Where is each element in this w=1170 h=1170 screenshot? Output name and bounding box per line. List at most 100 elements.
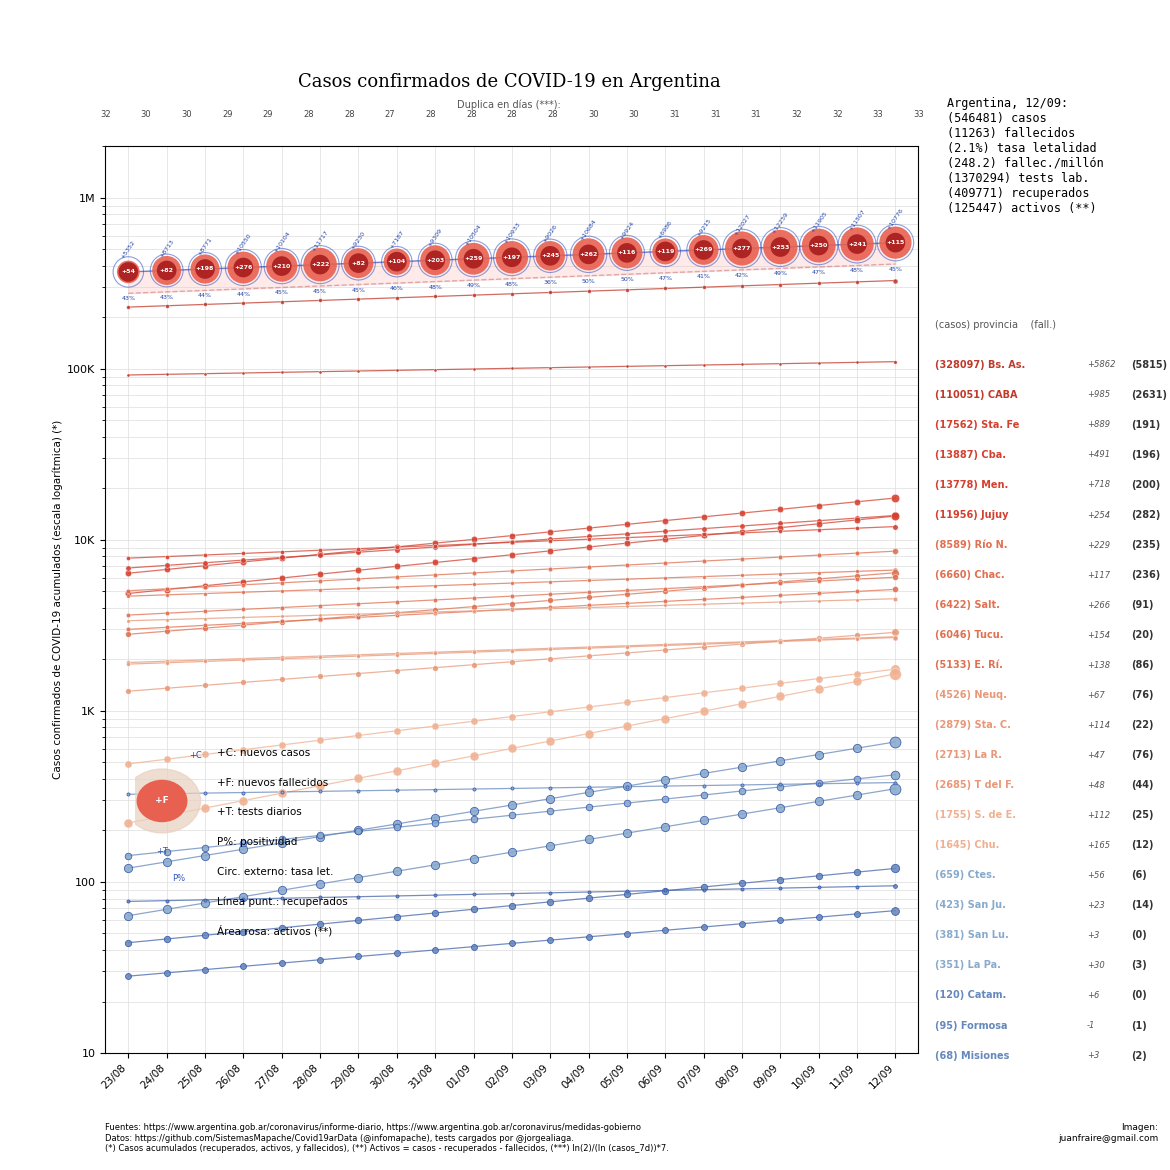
Point bbox=[119, 564, 138, 583]
Point bbox=[541, 542, 559, 560]
Point bbox=[771, 879, 790, 897]
Point bbox=[732, 880, 751, 899]
Point bbox=[694, 811, 713, 830]
Text: (91): (91) bbox=[1131, 600, 1154, 610]
Point bbox=[848, 273, 867, 291]
Point bbox=[656, 596, 675, 614]
Point bbox=[502, 573, 521, 592]
Point bbox=[502, 885, 521, 903]
Point bbox=[694, 241, 713, 260]
Point bbox=[464, 601, 483, 620]
Text: Casos confirmados de COVID-19 en Argentina: Casos confirmados de COVID-19 en Argenti… bbox=[297, 74, 721, 91]
Point bbox=[195, 676, 214, 695]
Point bbox=[732, 874, 751, 893]
Point bbox=[311, 255, 330, 274]
Point bbox=[387, 907, 406, 925]
Point bbox=[656, 770, 675, 789]
Point bbox=[771, 632, 790, 651]
Point bbox=[618, 638, 636, 656]
Point bbox=[349, 911, 367, 930]
Point bbox=[234, 922, 253, 941]
Text: (3): (3) bbox=[1131, 961, 1147, 970]
Point bbox=[656, 242, 675, 261]
Point bbox=[234, 294, 253, 312]
Text: (44): (44) bbox=[1131, 780, 1154, 790]
Point bbox=[618, 824, 636, 842]
Point bbox=[579, 598, 598, 617]
Text: 33: 33 bbox=[873, 110, 883, 119]
Point bbox=[886, 779, 904, 798]
Point bbox=[387, 567, 406, 586]
Point bbox=[195, 784, 214, 803]
Point bbox=[119, 587, 138, 606]
Text: 48%: 48% bbox=[505, 282, 518, 287]
Point bbox=[195, 553, 214, 572]
Text: (0): (0) bbox=[1131, 930, 1147, 941]
Text: P%: positividad: P%: positividad bbox=[218, 837, 297, 847]
Point bbox=[119, 682, 138, 701]
Point bbox=[273, 784, 291, 803]
Point bbox=[157, 580, 176, 599]
Text: 47%: 47% bbox=[659, 276, 673, 281]
Point bbox=[656, 569, 675, 587]
Point bbox=[349, 539, 367, 558]
Text: +250: +250 bbox=[810, 243, 828, 248]
Point bbox=[464, 530, 483, 549]
Point bbox=[771, 632, 790, 651]
Point bbox=[157, 853, 176, 872]
Point bbox=[119, 966, 138, 985]
Point bbox=[886, 580, 904, 599]
Point bbox=[349, 543, 367, 562]
Point bbox=[771, 238, 790, 256]
Point bbox=[426, 941, 445, 959]
Text: +115: +115 bbox=[886, 240, 904, 246]
Point bbox=[387, 862, 406, 881]
Text: +119: +119 bbox=[656, 249, 674, 254]
Point bbox=[349, 647, 367, 666]
Text: +104: +104 bbox=[387, 260, 406, 264]
Point bbox=[848, 562, 867, 580]
Text: (22): (22) bbox=[1131, 721, 1154, 730]
Point bbox=[848, 738, 867, 757]
Text: (12): (12) bbox=[1131, 840, 1154, 851]
Point bbox=[426, 886, 445, 904]
Point bbox=[234, 583, 253, 601]
Point bbox=[426, 250, 445, 269]
Point bbox=[464, 849, 483, 868]
Point bbox=[541, 599, 559, 618]
Text: 44%: 44% bbox=[198, 294, 212, 298]
Point bbox=[273, 256, 291, 275]
Text: Fuentes: https://www.argentina.gob.ar/coronavirus/informe-diario, https://www.ar: Fuentes: https://www.argentina.gob.ar/co… bbox=[105, 1123, 669, 1152]
Point bbox=[387, 661, 406, 680]
Point bbox=[886, 628, 904, 647]
Point bbox=[886, 507, 904, 525]
Point bbox=[157, 930, 176, 949]
Point bbox=[157, 261, 176, 280]
Point bbox=[618, 524, 636, 543]
Point bbox=[618, 882, 636, 901]
Point bbox=[502, 600, 521, 619]
Point bbox=[387, 762, 406, 780]
Point bbox=[771, 632, 790, 651]
Point bbox=[426, 287, 445, 305]
Point bbox=[195, 961, 214, 979]
Point bbox=[195, 745, 214, 764]
Point bbox=[656, 553, 675, 572]
Point bbox=[848, 591, 867, 610]
Point bbox=[195, 838, 214, 856]
Text: 30: 30 bbox=[140, 110, 151, 119]
Point bbox=[387, 537, 406, 556]
Point bbox=[579, 583, 598, 601]
Point bbox=[311, 950, 330, 969]
Point bbox=[119, 655, 138, 674]
Point bbox=[349, 948, 367, 966]
Text: +5352: +5352 bbox=[121, 240, 137, 260]
Point bbox=[464, 937, 483, 956]
Point bbox=[732, 576, 751, 594]
Point bbox=[273, 292, 291, 311]
Point bbox=[311, 255, 330, 274]
Point bbox=[732, 550, 751, 569]
Point bbox=[157, 585, 176, 604]
Point bbox=[273, 581, 291, 600]
Point bbox=[771, 798, 790, 817]
